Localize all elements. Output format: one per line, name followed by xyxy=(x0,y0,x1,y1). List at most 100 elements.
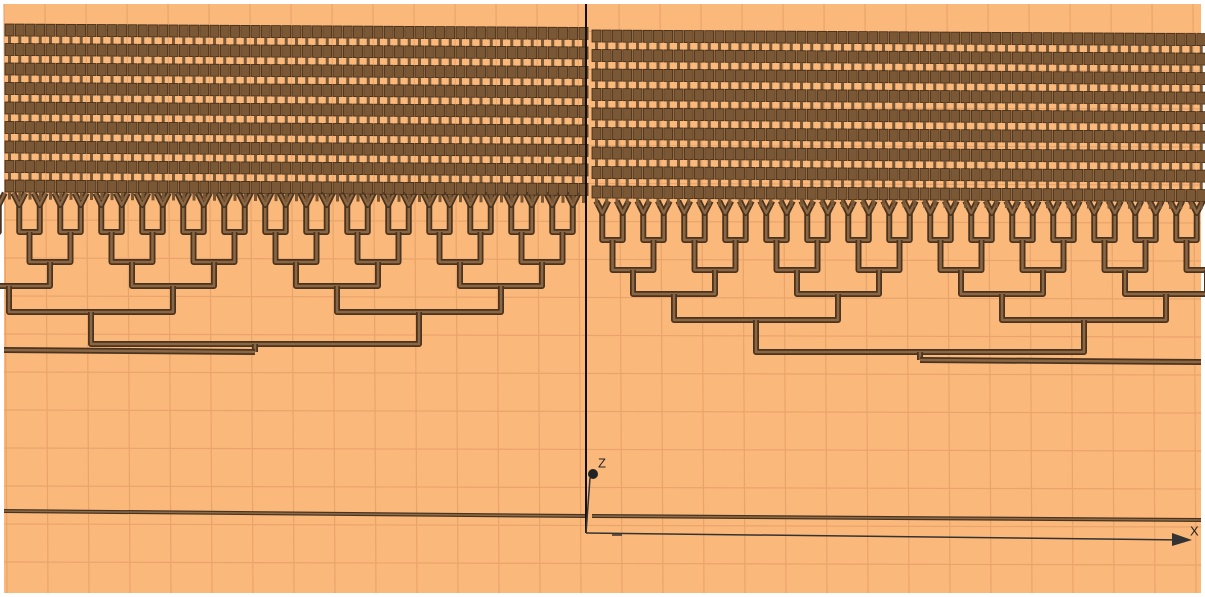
patch xyxy=(725,70,734,82)
patch-link xyxy=(141,37,144,45)
patch xyxy=(736,109,745,121)
patch-link xyxy=(1200,163,1203,171)
patch-link xyxy=(718,62,721,70)
patch-link xyxy=(562,39,565,47)
patch-link xyxy=(636,140,639,148)
patch xyxy=(889,168,898,180)
patch xyxy=(323,182,332,194)
patch xyxy=(292,123,301,135)
patch xyxy=(797,90,806,102)
patch xyxy=(313,162,322,174)
patch xyxy=(56,83,65,95)
patch xyxy=(633,128,642,140)
patch-link xyxy=(203,193,206,201)
patch xyxy=(725,128,734,140)
patch-link xyxy=(141,173,144,181)
patch xyxy=(838,187,847,199)
patch xyxy=(859,32,868,44)
patch xyxy=(705,70,714,82)
patch xyxy=(538,164,547,176)
patch-link xyxy=(1118,104,1121,112)
patch xyxy=(889,110,898,122)
patch xyxy=(56,102,65,114)
patch-link xyxy=(152,173,155,181)
patch xyxy=(1125,189,1134,201)
patch-link xyxy=(739,43,742,51)
patch xyxy=(1125,170,1134,182)
patch-link xyxy=(111,95,114,103)
patch-link xyxy=(172,56,175,64)
patch-link xyxy=(572,117,575,125)
patch xyxy=(97,122,106,134)
patch xyxy=(507,183,516,195)
patch-link xyxy=(531,39,534,47)
patch-link xyxy=(605,198,608,206)
patch-link xyxy=(595,140,598,148)
patch xyxy=(1187,112,1196,124)
patch-link xyxy=(851,161,854,169)
patch-link xyxy=(18,134,21,142)
patch xyxy=(169,142,178,154)
patch xyxy=(1094,92,1103,104)
patch-link xyxy=(141,134,144,142)
patch xyxy=(879,90,888,102)
patch xyxy=(859,129,868,141)
patch-link xyxy=(80,114,83,122)
patch-link xyxy=(769,199,772,207)
patch-link xyxy=(121,154,124,162)
patch-link xyxy=(131,193,134,201)
patch xyxy=(900,129,909,141)
patch-link xyxy=(1108,182,1111,190)
patch-link xyxy=(551,78,554,86)
patch-link xyxy=(90,114,93,122)
patch-link xyxy=(995,64,998,72)
patch xyxy=(497,105,506,117)
patch xyxy=(343,182,352,194)
patch xyxy=(613,30,622,42)
patch-link xyxy=(646,159,649,167)
patch-link xyxy=(944,122,947,130)
patch-link xyxy=(872,180,875,188)
patch-link xyxy=(616,101,619,109)
patch xyxy=(56,180,65,192)
patch xyxy=(118,103,127,115)
patch xyxy=(169,83,178,95)
patch-link xyxy=(152,115,155,123)
patch-link xyxy=(521,59,524,66)
patch xyxy=(395,26,404,38)
patch-link xyxy=(213,96,216,104)
patch xyxy=(859,90,868,102)
patch-link xyxy=(131,154,134,162)
patch xyxy=(746,109,755,121)
patch xyxy=(1197,92,1205,104)
patch-link xyxy=(572,59,575,67)
patch xyxy=(333,143,342,155)
patch xyxy=(756,50,765,62)
patch xyxy=(941,110,950,122)
patch xyxy=(930,188,939,200)
patch xyxy=(900,32,909,44)
patch xyxy=(210,142,219,154)
patch-link xyxy=(172,134,175,142)
patch-link xyxy=(1159,84,1162,92)
patch-link xyxy=(892,200,895,208)
patch xyxy=(1074,111,1083,123)
patch-link xyxy=(831,199,834,207)
patch-link xyxy=(821,180,824,188)
patch-link xyxy=(944,142,947,150)
patch xyxy=(736,128,745,140)
patch-link xyxy=(831,43,834,51)
patch-link xyxy=(326,77,329,85)
patch-link xyxy=(551,176,554,184)
patch-link xyxy=(254,174,257,182)
patch-link xyxy=(1036,181,1039,189)
patch xyxy=(797,187,806,199)
patch xyxy=(302,65,311,77)
patch-link xyxy=(841,141,844,149)
patch xyxy=(992,169,1001,181)
patch-link xyxy=(244,115,247,123)
patch-link xyxy=(223,57,226,65)
patch-link xyxy=(551,137,554,145)
patch-link xyxy=(510,195,513,203)
patch xyxy=(354,124,363,136)
